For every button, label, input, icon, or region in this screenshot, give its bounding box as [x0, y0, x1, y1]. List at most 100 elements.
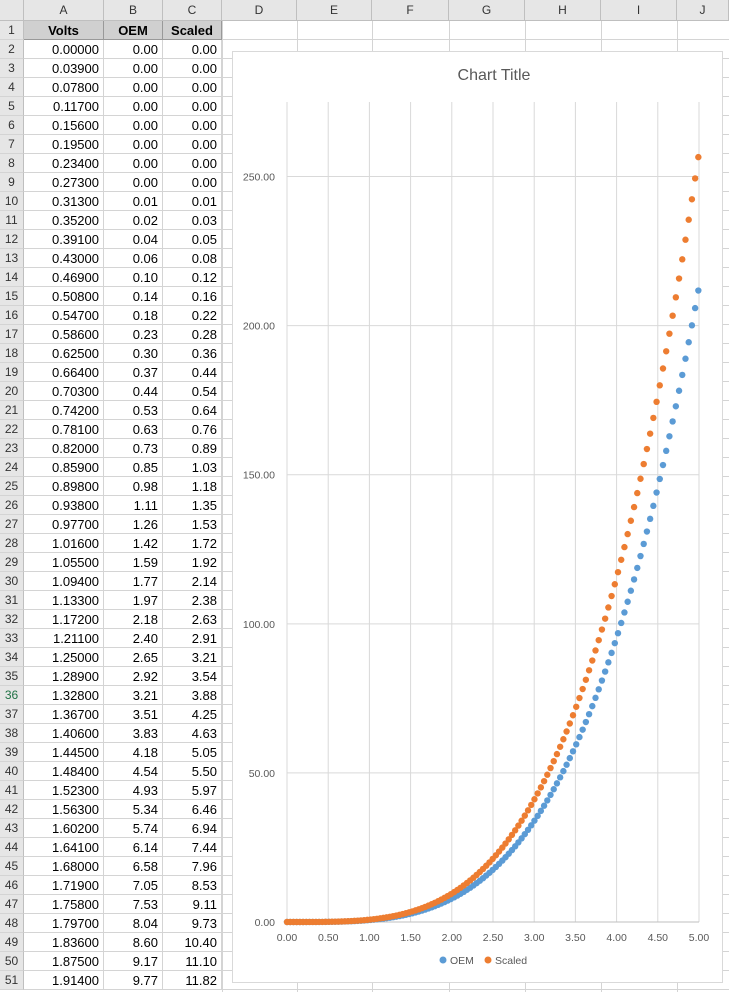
- data-cell[interactable]: 9.73: [163, 914, 222, 933]
- row-header[interactable]: 44: [0, 838, 24, 857]
- data-cell[interactable]: 0.12: [163, 268, 222, 287]
- row-header[interactable]: 1: [0, 21, 24, 40]
- row-header[interactable]: 32: [0, 610, 24, 629]
- data-cell[interactable]: 1.92: [163, 553, 222, 572]
- row-header[interactable]: 41: [0, 781, 24, 800]
- row-header[interactable]: 47: [0, 895, 24, 914]
- row-header[interactable]: 3: [0, 59, 24, 78]
- row-header[interactable]: 18: [0, 344, 24, 363]
- data-cell[interactable]: 1.48400: [24, 762, 104, 781]
- data-cell[interactable]: 0.31300: [24, 192, 104, 211]
- row-header[interactable]: 14: [0, 268, 24, 287]
- data-cell[interactable]: 0.89800: [24, 477, 104, 496]
- data-cell[interactable]: 0.19500: [24, 135, 104, 154]
- data-cell[interactable]: 3.21: [163, 648, 222, 667]
- data-cell[interactable]: 4.93: [104, 781, 163, 800]
- data-cell[interactable]: 8.53: [163, 876, 222, 895]
- data-cell[interactable]: 0.15600: [24, 116, 104, 135]
- row-header[interactable]: 37: [0, 705, 24, 724]
- data-cell[interactable]: 1.71900: [24, 876, 104, 895]
- data-cell[interactable]: 5.05: [163, 743, 222, 762]
- data-cell[interactable]: 0.30: [104, 344, 163, 363]
- data-cell[interactable]: 1.53: [163, 515, 222, 534]
- header-cell-volts[interactable]: Volts: [24, 21, 104, 40]
- row-header[interactable]: 33: [0, 629, 24, 648]
- data-cell[interactable]: 0.16: [163, 287, 222, 306]
- data-cell[interactable]: 0.93800: [24, 496, 104, 515]
- data-cell[interactable]: 11.82: [163, 971, 222, 990]
- data-cell[interactable]: 1.28900: [24, 667, 104, 686]
- data-cell[interactable]: 1.17200: [24, 610, 104, 629]
- data-cell[interactable]: 0.50800: [24, 287, 104, 306]
- row-header[interactable]: 12: [0, 230, 24, 249]
- data-cell[interactable]: 0.00: [104, 97, 163, 116]
- data-cell[interactable]: 0.05: [163, 230, 222, 249]
- data-cell[interactable]: 0.36: [163, 344, 222, 363]
- row-header[interactable]: 40: [0, 762, 24, 781]
- data-cell[interactable]: 0.00: [163, 154, 222, 173]
- data-cell[interactable]: 0.04: [104, 230, 163, 249]
- data-cell[interactable]: 0.63: [104, 420, 163, 439]
- data-cell[interactable]: 6.14: [104, 838, 163, 857]
- data-cell[interactable]: 1.44500: [24, 743, 104, 762]
- data-cell[interactable]: 0.10: [104, 268, 163, 287]
- row-header[interactable]: 24: [0, 458, 24, 477]
- data-cell[interactable]: 0.00: [163, 78, 222, 97]
- row-header[interactable]: 4: [0, 78, 24, 97]
- data-cell[interactable]: 2.38: [163, 591, 222, 610]
- data-cell[interactable]: 8.60: [104, 933, 163, 952]
- column-header-j[interactable]: J: [677, 0, 729, 21]
- data-cell[interactable]: 1.21100: [24, 629, 104, 648]
- row-header[interactable]: 38: [0, 724, 24, 743]
- data-cell[interactable]: 3.88: [163, 686, 222, 705]
- data-cell[interactable]: 1.25000: [24, 648, 104, 667]
- data-cell[interactable]: 6.94: [163, 819, 222, 838]
- data-cell[interactable]: 0.23: [104, 325, 163, 344]
- data-cell[interactable]: 5.97: [163, 781, 222, 800]
- data-cell[interactable]: 0.00: [163, 173, 222, 192]
- data-cell[interactable]: 2.92: [104, 667, 163, 686]
- data-cell[interactable]: 1.52300: [24, 781, 104, 800]
- data-cell[interactable]: 0.74200: [24, 401, 104, 420]
- data-cell[interactable]: 6.46: [163, 800, 222, 819]
- select-all-corner[interactable]: [0, 0, 24, 21]
- data-cell[interactable]: 0.85900: [24, 458, 104, 477]
- data-cell[interactable]: 0.37: [104, 363, 163, 382]
- data-cell[interactable]: 7.53: [104, 895, 163, 914]
- column-header-h[interactable]: H: [525, 0, 601, 21]
- data-cell[interactable]: 0.82000: [24, 439, 104, 458]
- data-cell[interactable]: 0.00: [163, 116, 222, 135]
- data-cell[interactable]: 1.75800: [24, 895, 104, 914]
- data-cell[interactable]: 1.40600: [24, 724, 104, 743]
- row-header[interactable]: 50: [0, 952, 24, 971]
- data-cell[interactable]: 0.78100: [24, 420, 104, 439]
- data-cell[interactable]: 3.54: [163, 667, 222, 686]
- data-cell[interactable]: 0.00: [104, 40, 163, 59]
- data-cell[interactable]: 0.64: [163, 401, 222, 420]
- data-cell[interactable]: 5.74: [104, 819, 163, 838]
- data-cell[interactable]: 5.50: [163, 762, 222, 781]
- data-cell[interactable]: 0.85: [104, 458, 163, 477]
- row-header[interactable]: 34: [0, 648, 24, 667]
- data-cell[interactable]: 0.00: [104, 78, 163, 97]
- column-header-g[interactable]: G: [449, 0, 525, 21]
- data-cell[interactable]: 0.00: [163, 59, 222, 78]
- data-cell[interactable]: 1.68000: [24, 857, 104, 876]
- row-header[interactable]: 39: [0, 743, 24, 762]
- data-cell[interactable]: 0.00: [163, 40, 222, 59]
- column-header-a[interactable]: A: [24, 0, 104, 21]
- data-cell[interactable]: 1.26: [104, 515, 163, 534]
- row-header[interactable]: 45: [0, 857, 24, 876]
- data-cell[interactable]: 0.03900: [24, 59, 104, 78]
- data-cell[interactable]: 9.17: [104, 952, 163, 971]
- data-cell[interactable]: 0.54700: [24, 306, 104, 325]
- row-header[interactable]: 6: [0, 116, 24, 135]
- data-cell[interactable]: 2.65: [104, 648, 163, 667]
- data-cell[interactable]: 0.53: [104, 401, 163, 420]
- data-cell[interactable]: 1.72: [163, 534, 222, 553]
- data-cell[interactable]: 5.34: [104, 800, 163, 819]
- data-cell[interactable]: 10.40: [163, 933, 222, 952]
- data-cell[interactable]: 0.39100: [24, 230, 104, 249]
- data-cell[interactable]: 0.11700: [24, 97, 104, 116]
- data-cell[interactable]: 0.89: [163, 439, 222, 458]
